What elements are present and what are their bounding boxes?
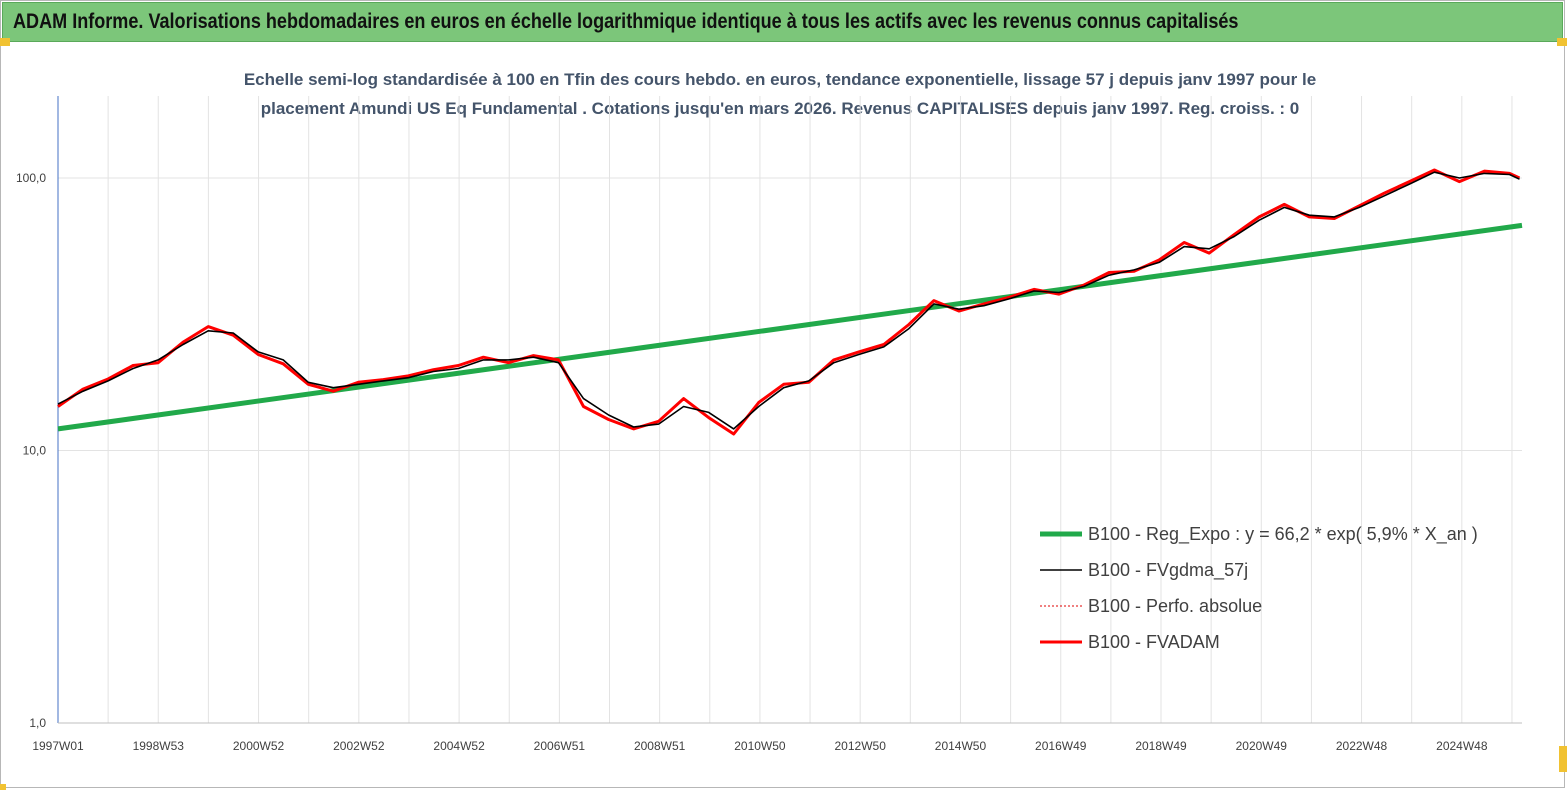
legend-label: B100 - FVgdma_57j <box>1088 560 1248 581</box>
chart-title-line-1: Echelle semi-log standardisée à 100 en T… <box>243 70 1317 89</box>
x-tick-label: 2002W52 <box>333 739 385 753</box>
x-tick-label: 1997W01 <box>32 739 84 753</box>
legend-label: B100 - Perfo. absolue <box>1088 596 1262 616</box>
legend-label: B100 - FVADAM <box>1088 632 1220 652</box>
x-tick-label: 2024W48 <box>1436 739 1488 753</box>
series-line-regression <box>57 222 1523 432</box>
y-tick-labels: 1,0 10,0 100,0 <box>16 171 46 730</box>
x-tick-label: 1998W53 <box>133 739 185 753</box>
header-banner: ADAM Informe. Valorisations hebdomadaire… <box>2 2 1563 42</box>
vertical-gridlines <box>57 96 1513 723</box>
corner-mark-bottom-left <box>0 784 6 790</box>
legend: B100 - Reg_Expo : y = 66,2 * exp( 5,9% *… <box>1040 524 1478 652</box>
y-tick-label: 100,0 <box>16 171 46 185</box>
corner-mark-top-right <box>1557 38 1567 46</box>
y-tick-label: 10,0 <box>23 444 47 458</box>
corner-mark-top-left <box>0 38 10 46</box>
x-tick-label: 2010W50 <box>734 739 786 753</box>
x-tick-label: 2022W48 <box>1336 739 1388 753</box>
x-tick-labels: 1997W01 1998W53 2000W52 2002W52 2004W52 2006W… <box>32 739 1488 753</box>
x-tick-label: 2000W52 <box>233 739 285 753</box>
report-title: ADAM Informe. Valorisations hebdomadaire… <box>13 10 1239 33</box>
x-tick-label: 2018W49 <box>1135 739 1187 753</box>
y-tick-label: 1,0 <box>29 716 46 730</box>
x-tick-label: 2020W49 <box>1236 739 1288 753</box>
corner-mark-bottom-right <box>1559 746 1567 772</box>
x-tick-label: 2004W52 <box>433 739 485 753</box>
horizontal-gridlines <box>58 177 1522 724</box>
x-tick-label: 2008W51 <box>634 739 686 753</box>
x-tick-label: 2014W50 <box>935 739 987 753</box>
series-line-fvadam <box>57 168 1521 436</box>
series-lines <box>57 168 1523 436</box>
legend-label: B100 - Reg_Expo : y = 66,2 * exp( 5,9% *… <box>1088 524 1478 545</box>
chart-title-line-2: placement Amundi US Eq Fundamental . Cot… <box>260 99 1300 118</box>
x-tick-label: 2016W49 <box>1035 739 1087 753</box>
x-tick-label: 2012W50 <box>835 739 887 753</box>
series-line-moving-average <box>57 171 1520 430</box>
x-tick-label: 2006W51 <box>534 739 586 753</box>
